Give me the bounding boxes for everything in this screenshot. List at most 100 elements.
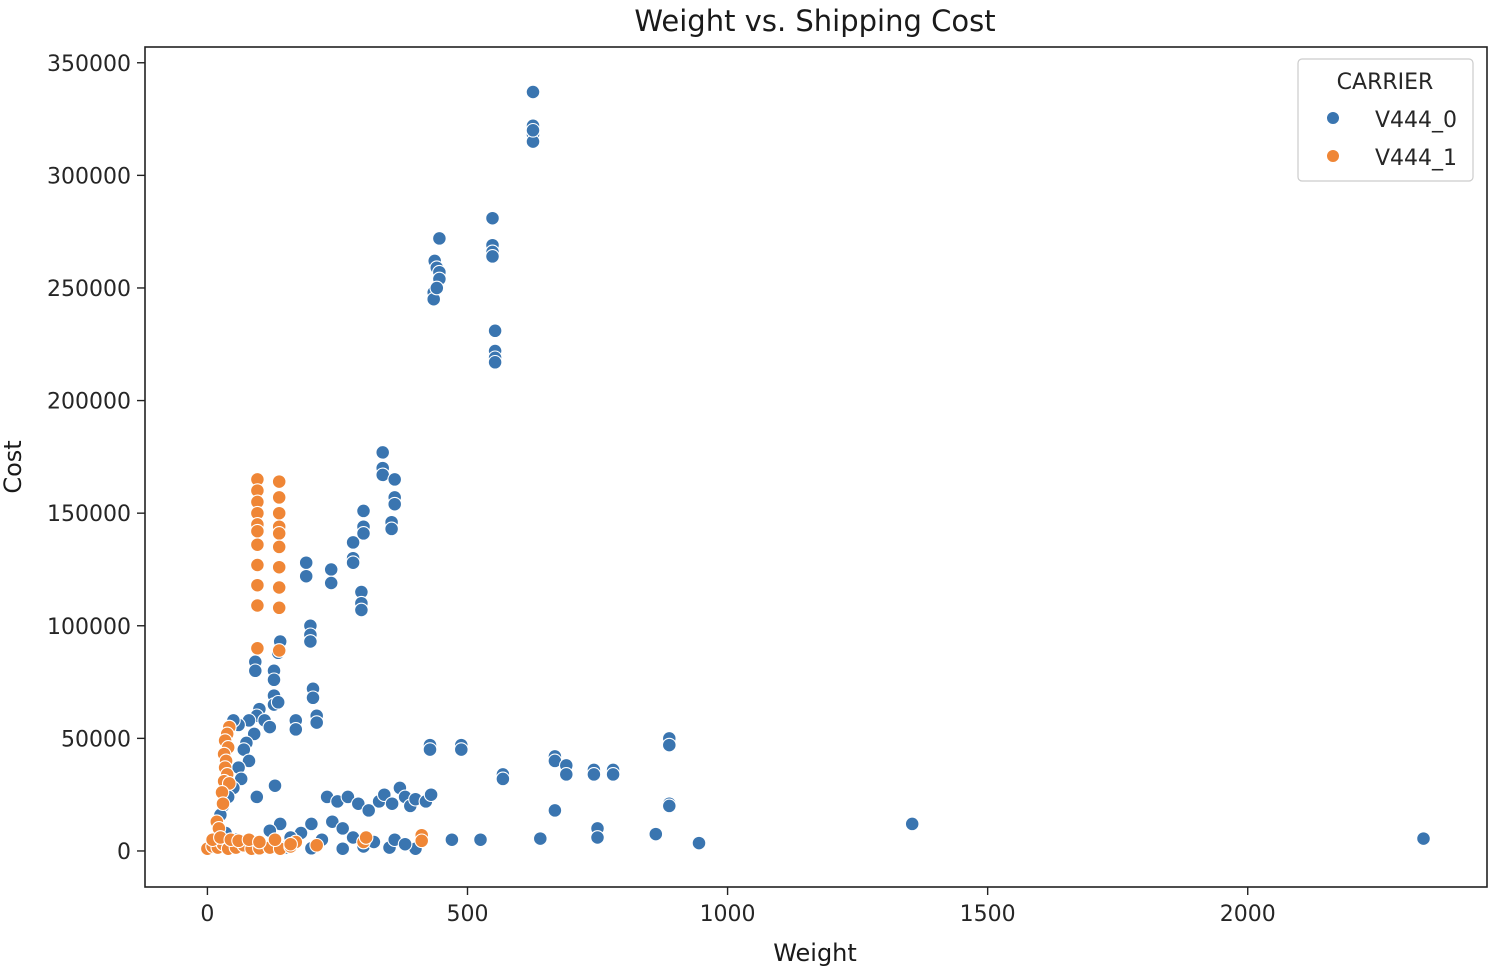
scatter-point: [429, 280, 445, 296]
scatter-point: [1416, 831, 1431, 846]
scatter-point: [266, 672, 282, 688]
y-tick-label: 0: [117, 840, 131, 865]
scatter-point: [271, 474, 287, 489]
scatter-point: [267, 778, 283, 794]
scatter-point: [303, 634, 318, 649]
scatter-point: [605, 767, 621, 782]
y-tick-label: 50000: [61, 727, 131, 752]
series-v444-0: [210, 84, 1431, 857]
plot-frame: [144, 46, 1488, 888]
scatter-point: [345, 535, 361, 550]
scatter-point: [661, 798, 677, 814]
scatter-point: [558, 767, 574, 782]
scatter-point: [288, 722, 304, 737]
scatter-point: [422, 742, 438, 757]
scatter-point: [323, 562, 339, 577]
scatter-point: [241, 753, 257, 769]
scatter-point: [252, 834, 267, 850]
series-v444-1: [200, 472, 430, 857]
chart-title: Weight vs. Shipping Cost: [634, 4, 995, 38]
scatter-point: [271, 580, 287, 595]
y-axis-ticks: 0 50000 100000 150000 200000 250000 300000 3500…: [47, 52, 145, 865]
scatter-point: [271, 600, 287, 616]
y-tick-label: 350000: [47, 52, 131, 77]
scatter-point: [397, 836, 413, 852]
points-layer: [200, 84, 1431, 857]
scatter-point: [283, 836, 298, 852]
scatter-point: [532, 831, 548, 846]
legend-marker-v444-1: [1326, 149, 1340, 163]
scatter-point: [473, 832, 488, 848]
scatter-point: [345, 555, 361, 571]
scatter-point: [358, 830, 374, 845]
scatter-point: [250, 577, 265, 593]
scatter-point: [361, 803, 377, 818]
scatter-point: [485, 249, 500, 264]
scatter-point: [525, 84, 541, 100]
scatter-point: [387, 472, 403, 487]
scatter-point: [250, 537, 265, 553]
scatter-point: [432, 231, 447, 246]
scatter-point: [335, 841, 351, 857]
y-tick-label: 150000: [47, 502, 131, 527]
scatter-point: [904, 816, 920, 832]
scatter-point: [384, 521, 399, 537]
scatter-point: [323, 575, 339, 591]
scatter-point: [525, 122, 541, 138]
x-axis-label: Weight: [773, 939, 857, 967]
legend-title: CARRIER: [1337, 70, 1434, 95]
scatter-point: [271, 490, 287, 505]
scatter-point: [547, 803, 563, 818]
scatter-point: [453, 742, 469, 757]
scatter-point: [414, 833, 430, 849]
y-tick-label: 300000: [47, 164, 131, 189]
scatter-point: [661, 737, 677, 753]
x-tick-label: 500: [446, 902, 488, 927]
scatter-point: [495, 771, 511, 787]
scatter-point: [250, 557, 265, 573]
scatter-point: [691, 835, 707, 851]
scatter-point: [384, 796, 400, 812]
x-tick-label: 1000: [700, 902, 756, 927]
scatter-point: [304, 816, 319, 832]
scatter-point: [250, 640, 265, 656]
scatter-point: [272, 816, 288, 832]
scatter-point: [356, 526, 371, 541]
scatter-point: [267, 832, 283, 848]
scatter-point: [485, 210, 500, 226]
scatter-point: [487, 323, 503, 339]
scatter-point: [271, 505, 287, 521]
scatter-point: [250, 523, 265, 539]
scatter-point: [586, 767, 602, 782]
scatter-point: [262, 719, 278, 735]
legend-marker-v444-0: [1326, 111, 1340, 125]
scatter-point: [375, 445, 391, 460]
scatter-point: [387, 496, 403, 512]
scatter-point: [270, 694, 286, 710]
legend-box: [1297, 58, 1474, 182]
scatter-point: [350, 796, 366, 812]
scatter-point: [250, 598, 265, 613]
scatter-point: [271, 559, 287, 575]
x-axis-ticks: 0 500 1000 1500 2000: [200, 887, 1276, 927]
scatter-point: [590, 830, 605, 845]
scatter-point: [215, 796, 231, 812]
y-tick-label: 200000: [47, 390, 131, 415]
y-axis-label: Cost: [0, 440, 27, 493]
legend: CARRIER V444_0 V444_1: [1297, 58, 1474, 182]
scatter-point: [423, 787, 439, 803]
scatter-point: [298, 555, 314, 571]
scatter-point: [249, 789, 265, 805]
scatter-point: [271, 643, 287, 658]
scatter-point: [487, 354, 503, 370]
x-tick-label: 1500: [960, 902, 1016, 927]
scatter-point: [247, 663, 263, 679]
x-tick-label: 0: [200, 902, 214, 927]
scatter-point: [298, 568, 314, 584]
scatter-point: [324, 814, 340, 830]
x-tick-label: 2000: [1220, 902, 1276, 927]
scatter-point: [309, 715, 325, 730]
scatter-point: [356, 503, 371, 519]
y-tick-label: 100000: [47, 615, 131, 640]
y-tick-label: 250000: [47, 277, 131, 302]
